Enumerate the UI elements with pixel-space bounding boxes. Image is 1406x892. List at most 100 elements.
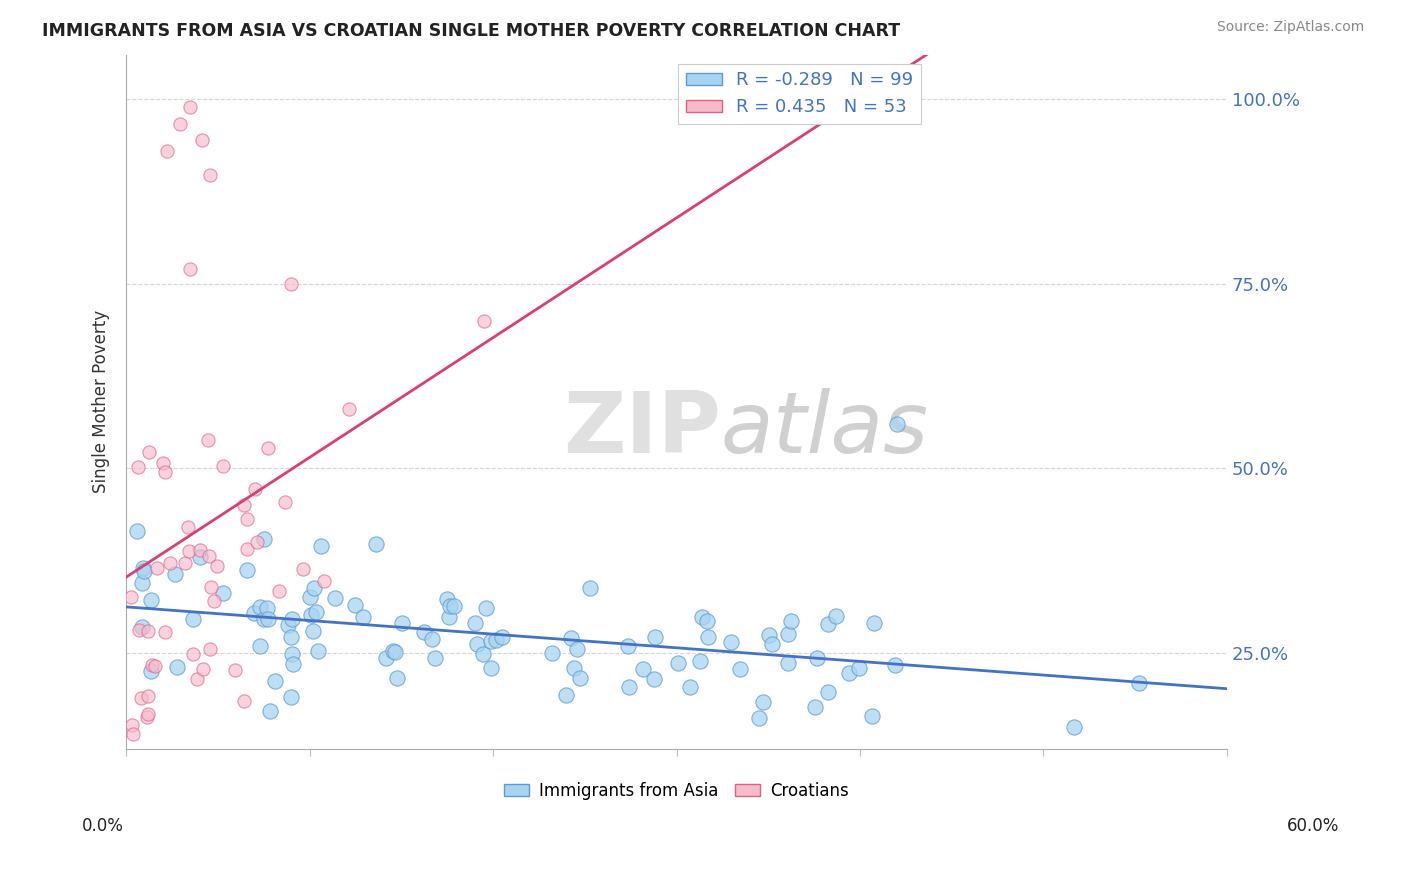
Point: [128, 623, 150, 637]
Point: [860, 708, 883, 723]
Point: [337, 402, 360, 417]
Point: [485, 633, 508, 648]
Point: [391, 615, 413, 630]
Point: [257, 441, 280, 455]
Point: [382, 643, 405, 657]
Point: [817, 616, 839, 631]
Point: [246, 535, 269, 549]
Point: [817, 684, 839, 698]
Point: [806, 650, 828, 665]
Point: [152, 456, 174, 470]
Point: [366, 537, 388, 551]
Point: [352, 609, 374, 624]
Point: [136, 689, 159, 703]
Point: [697, 630, 720, 644]
Point: [780, 614, 803, 628]
Point: [1128, 676, 1150, 690]
Point: [481, 661, 503, 675]
Point: [132, 561, 155, 575]
Point: [554, 689, 576, 703]
Point: [617, 639, 640, 653]
Point: [425, 650, 447, 665]
Point: [312, 574, 335, 588]
Point: [243, 482, 266, 496]
Point: [190, 132, 212, 146]
Point: [631, 662, 654, 676]
Point: [249, 600, 271, 615]
Point: [567, 642, 589, 657]
Point: [138, 445, 160, 459]
Point: [159, 557, 181, 571]
Point: [690, 609, 713, 624]
Point: [131, 575, 153, 590]
Point: [838, 666, 860, 681]
Text: 0.0%: 0.0%: [82, 817, 124, 835]
Point: [437, 610, 460, 624]
Point: [156, 144, 179, 158]
Point: [689, 654, 711, 668]
Point: [471, 648, 494, 662]
Point: [560, 631, 582, 645]
Point: [443, 599, 465, 613]
Point: [181, 647, 204, 661]
Point: [200, 642, 222, 657]
Point: [188, 543, 211, 558]
Text: 60.0%: 60.0%: [1286, 817, 1340, 835]
Point: [280, 690, 302, 704]
Point: [886, 417, 908, 431]
Text: IMMIGRANTS FROM ASIA VS CROATIAN SINGLE MOTHER POVERTY CORRELATION CHART: IMMIGRANTS FROM ASIA VS CROATIAN SINGLE …: [42, 22, 900, 40]
Point: [752, 695, 775, 709]
Point: [136, 624, 159, 638]
Point: [281, 657, 304, 671]
Point: [280, 630, 302, 644]
Point: [125, 524, 148, 538]
Point: [748, 710, 770, 724]
Point: [202, 594, 225, 608]
Point: [136, 709, 159, 723]
Point: [256, 601, 278, 615]
Point: [541, 646, 564, 660]
Point: [173, 556, 195, 570]
Point: [666, 656, 689, 670]
Point: [281, 647, 304, 661]
Point: [121, 727, 143, 741]
Point: [236, 512, 259, 526]
Point: [375, 650, 398, 665]
Point: [436, 592, 458, 607]
Point: [277, 618, 299, 632]
Point: [848, 661, 870, 675]
Point: [198, 549, 221, 563]
Point: [778, 627, 800, 641]
Point: [121, 718, 143, 732]
Y-axis label: Single Mother Poverty: Single Mother Poverty: [93, 310, 110, 493]
Point: [307, 644, 329, 658]
Point: [166, 660, 188, 674]
Point: [127, 459, 149, 474]
Point: [761, 637, 783, 651]
Point: [578, 581, 600, 595]
Point: [883, 657, 905, 672]
Point: [235, 563, 257, 577]
Point: [301, 624, 323, 638]
Text: ZIP: ZIP: [562, 388, 720, 471]
Point: [384, 645, 406, 659]
Point: [728, 662, 751, 676]
Point: [253, 612, 276, 626]
Point: [181, 612, 204, 626]
Point: [824, 608, 846, 623]
Point: [281, 612, 304, 626]
Point: [568, 671, 591, 685]
Point: [562, 661, 585, 675]
Point: [141, 657, 163, 672]
Point: [179, 262, 201, 277]
Point: [1063, 720, 1085, 734]
Point: [344, 598, 367, 612]
Point: [280, 277, 302, 291]
Point: [120, 591, 142, 605]
Point: [309, 539, 332, 553]
Point: [138, 707, 160, 722]
Point: [146, 560, 169, 574]
Point: [176, 520, 198, 534]
Point: [249, 639, 271, 653]
Point: [197, 433, 219, 447]
